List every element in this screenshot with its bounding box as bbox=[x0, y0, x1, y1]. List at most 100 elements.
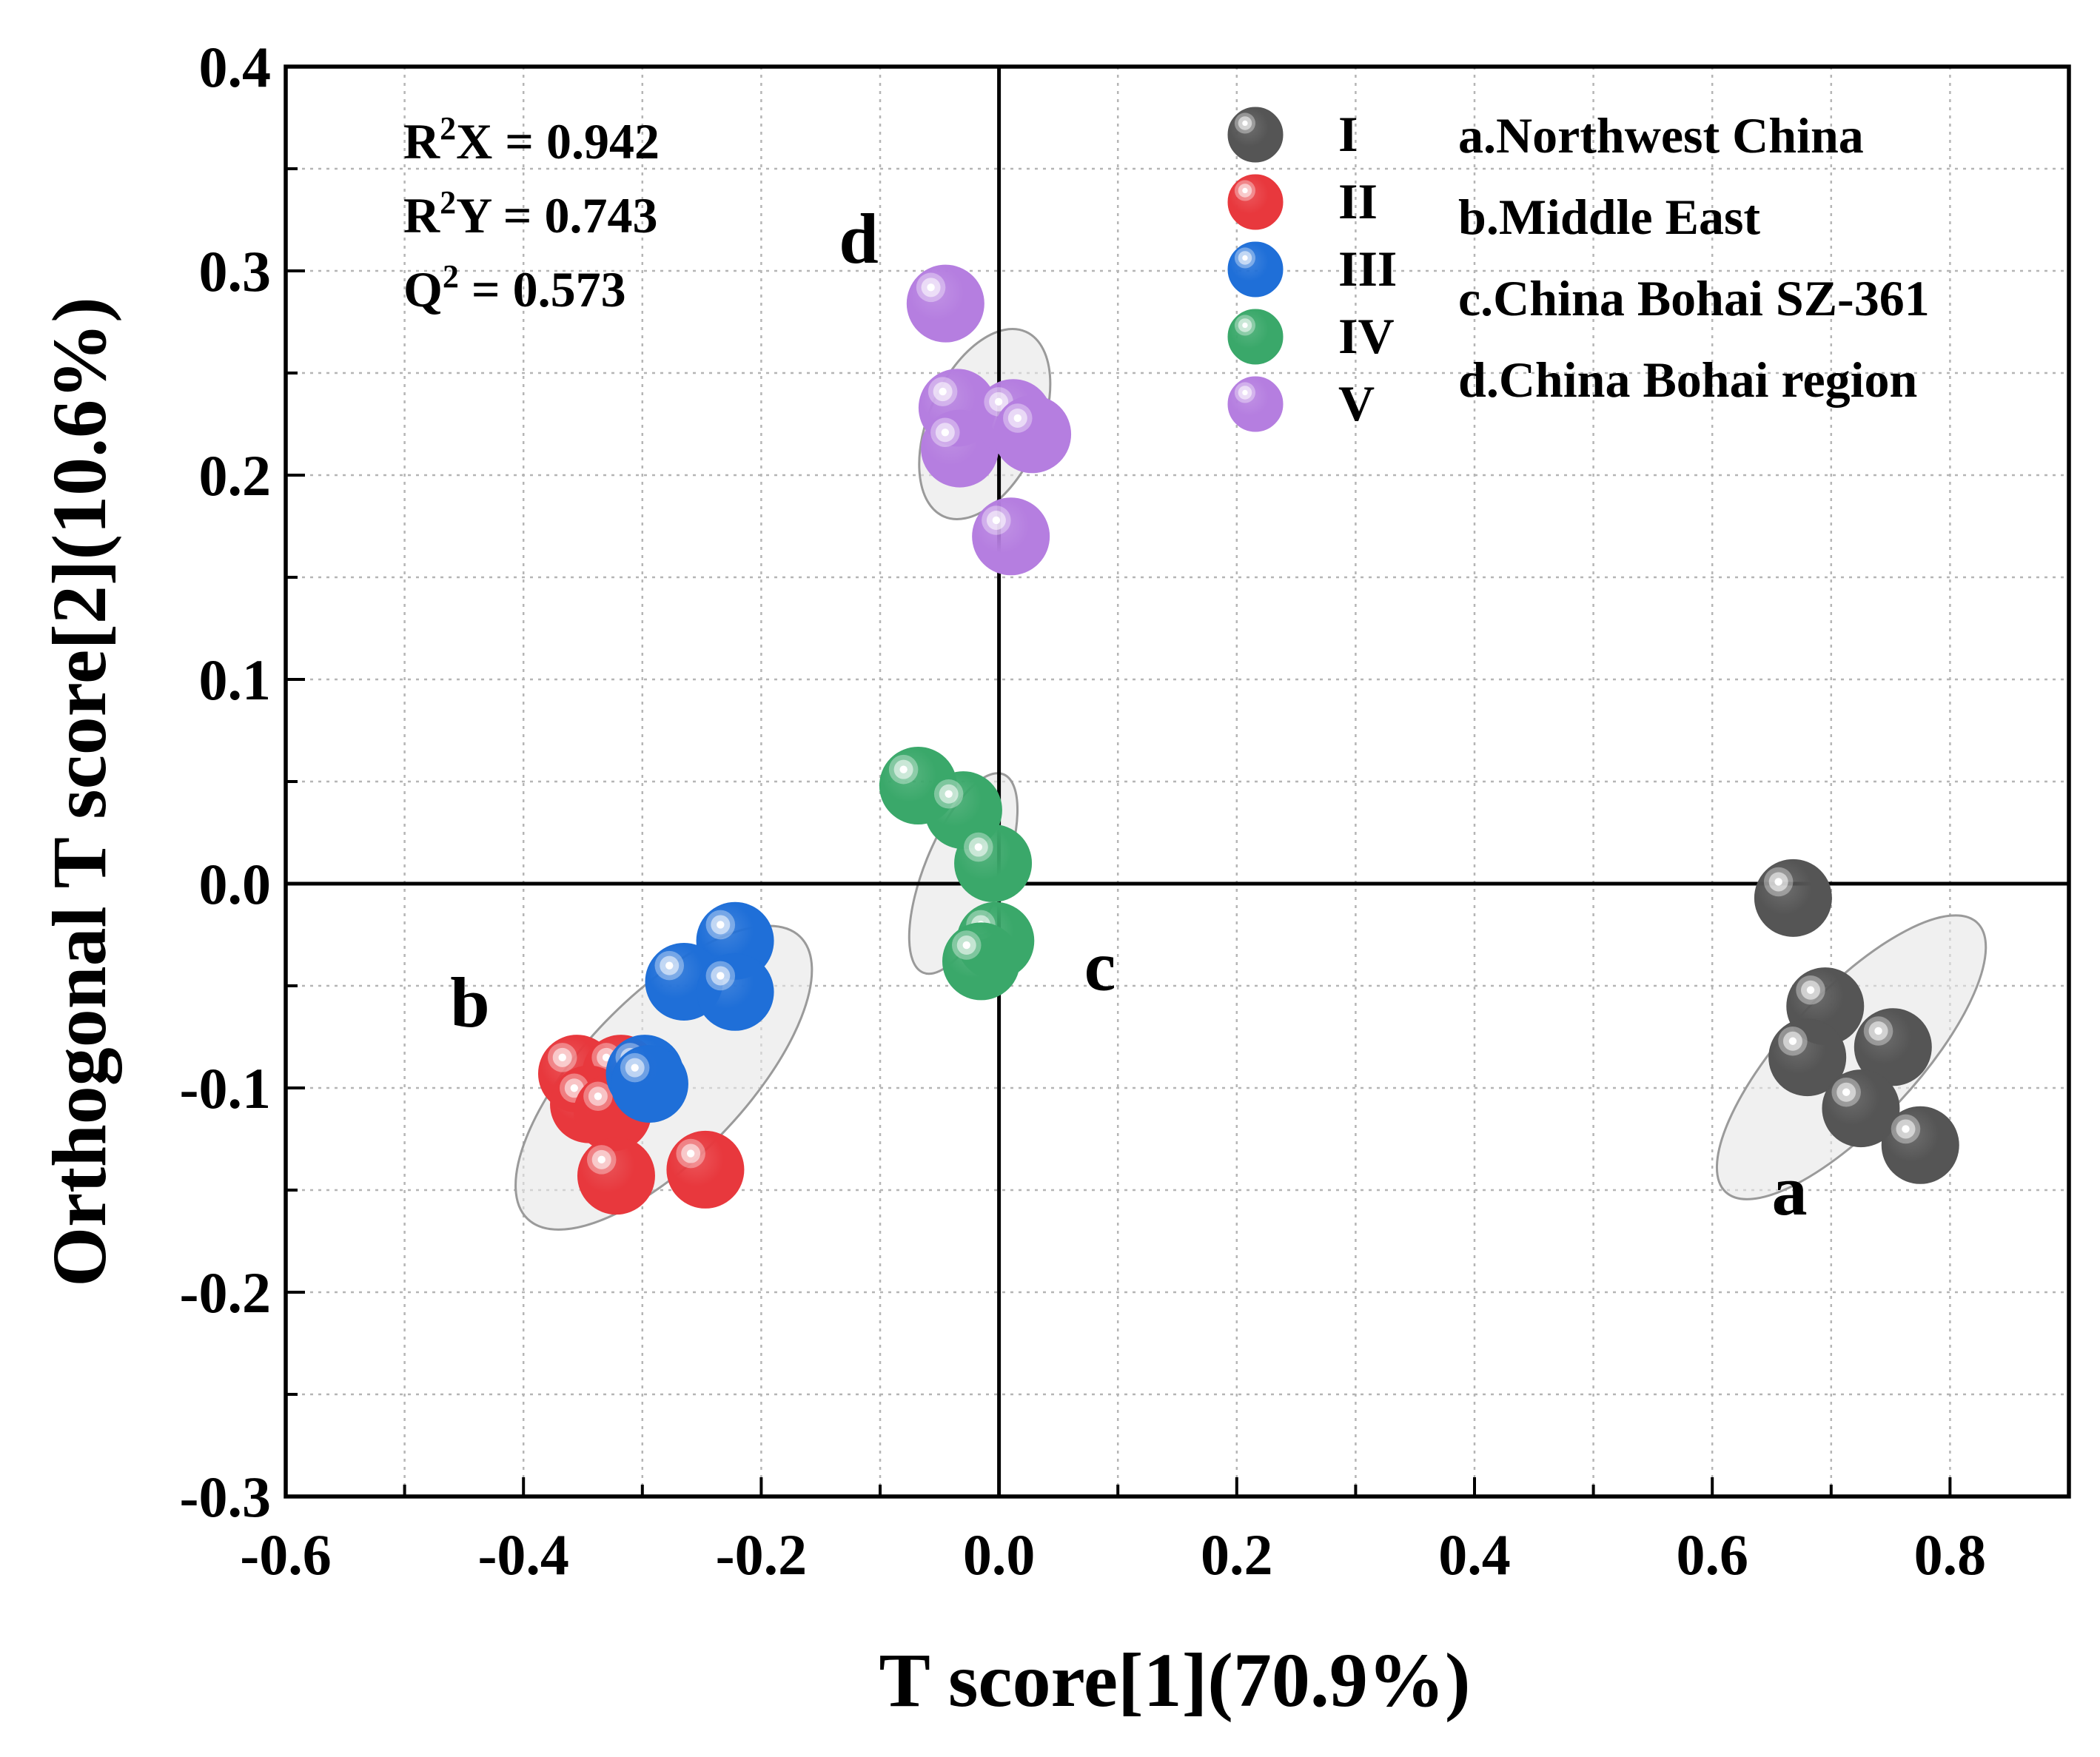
stat-value: X = 0.942 bbox=[456, 113, 660, 169]
sphere-body bbox=[1881, 1106, 1959, 1184]
legend-region-label: d.China Bohai region bbox=[1458, 352, 1917, 408]
plot-frame bbox=[284, 64, 2071, 1499]
sphere-body bbox=[942, 922, 1021, 1001]
sphere-dot bbox=[631, 1064, 639, 1072]
sphere-dot bbox=[992, 516, 1001, 525]
sphere-body bbox=[1754, 859, 1832, 937]
point-II-5 bbox=[666, 1130, 745, 1209]
sphere-dot bbox=[594, 1092, 603, 1101]
sphere-body bbox=[1227, 107, 1284, 163]
point-III-4 bbox=[610, 1044, 688, 1123]
point-I-0 bbox=[1754, 859, 1832, 937]
y-tick-label: -0.1 bbox=[180, 1056, 271, 1121]
legend-series-label: I bbox=[1338, 106, 1358, 162]
x-tick-label: 0.4 bbox=[1438, 1522, 1511, 1587]
group-label-d: d bbox=[839, 199, 878, 278]
sphere-body bbox=[577, 1137, 655, 1215]
y-axis-title: Orthogonal T score[2](10.6%) bbox=[37, 297, 122, 1286]
stat-line: R2Y = 0.743 bbox=[403, 184, 657, 243]
sphere-body bbox=[1227, 174, 1284, 230]
legend-series-label: II bbox=[1338, 173, 1378, 229]
x-tick-label: -0.4 bbox=[477, 1522, 568, 1587]
stat-prefix: R bbox=[403, 187, 440, 243]
sphere-dot bbox=[941, 429, 950, 437]
stat-value: Y = 0.743 bbox=[456, 187, 657, 243]
stat-line: Q2 = 0.573 bbox=[403, 258, 626, 318]
sphere-dot bbox=[1013, 414, 1022, 423]
sphere-dot bbox=[945, 790, 953, 799]
sphere-dot bbox=[994, 397, 1003, 406]
legend-region-label: a.Northwest China bbox=[1458, 107, 1864, 164]
data-points bbox=[537, 264, 1959, 1215]
group-label-a: a bbox=[1772, 1151, 1808, 1230]
point-II-4 bbox=[577, 1137, 655, 1215]
sphere-dot bbox=[1788, 1037, 1797, 1045]
group-ellipses bbox=[514, 328, 1987, 1231]
legend-marker-V bbox=[1227, 376, 1284, 432]
y-tick-label: -0.2 bbox=[180, 1260, 271, 1325]
ellipse-group-a bbox=[1715, 914, 1987, 1200]
legend-series-label: III bbox=[1338, 241, 1397, 297]
group-label-c: c bbox=[1084, 927, 1116, 1006]
sphere-dot bbox=[899, 765, 908, 773]
point-V-0 bbox=[906, 264, 984, 343]
sphere-dot bbox=[1242, 120, 1248, 127]
point-IV-4 bbox=[942, 922, 1021, 1001]
stat-prefix: Q bbox=[403, 261, 443, 318]
legend-marker-III bbox=[1227, 241, 1284, 298]
sphere-dot bbox=[1842, 1088, 1851, 1096]
x-tick-label: 0.6 bbox=[1676, 1522, 1748, 1587]
sphere-body bbox=[954, 824, 1033, 902]
y-tick-label: 0.4 bbox=[199, 35, 272, 99]
legend-marker-I bbox=[1227, 107, 1284, 163]
sphere-dot bbox=[927, 283, 935, 292]
stat-prefix: R bbox=[403, 113, 440, 169]
stat-superscript: 2 bbox=[440, 110, 456, 147]
legend-marker-II bbox=[1227, 174, 1284, 230]
sphere-dot bbox=[1874, 1027, 1882, 1035]
sphere-dot bbox=[717, 921, 725, 929]
sphere-body bbox=[1227, 376, 1284, 432]
sphere-dot bbox=[597, 1155, 605, 1164]
legend-series-label: V bbox=[1338, 375, 1375, 431]
sphere-dot bbox=[1242, 187, 1248, 194]
sphere-dot bbox=[570, 1084, 578, 1092]
chart-text: T score[1](70.9%) Orthogonal T score[2](… bbox=[37, 35, 1986, 1723]
sphere-dot bbox=[558, 1053, 566, 1062]
point-III-2 bbox=[696, 953, 774, 1031]
y-tick-label: 0.3 bbox=[199, 239, 272, 303]
y-tick-label: -0.3 bbox=[180, 1465, 271, 1529]
sphere-dot bbox=[717, 972, 725, 980]
stat-value: = 0.573 bbox=[459, 261, 626, 318]
sphere-dot bbox=[1242, 389, 1248, 396]
point-I-3 bbox=[1768, 1018, 1847, 1097]
legend-region-label: c.China Bohai SZ-361 bbox=[1458, 270, 1930, 326]
sphere-body bbox=[696, 953, 774, 1031]
sphere-dot bbox=[939, 387, 947, 396]
sphere-dot bbox=[1806, 986, 1815, 994]
stat-superscript: 2 bbox=[440, 184, 456, 221]
point-I-4 bbox=[1822, 1069, 1900, 1148]
sphere-dot bbox=[602, 1053, 611, 1062]
x-tick-label: 0.0 bbox=[963, 1522, 1036, 1587]
sphere-dot bbox=[1242, 322, 1248, 329]
sphere-dot bbox=[1242, 255, 1248, 261]
sphere-body bbox=[1227, 241, 1284, 298]
point-I-5 bbox=[1881, 1106, 1959, 1184]
point-I-2 bbox=[1854, 1008, 1932, 1086]
y-tick-label: 0.2 bbox=[199, 443, 272, 508]
y-tick-label: 0.0 bbox=[199, 852, 272, 916]
sphere-body bbox=[666, 1130, 745, 1209]
legend-series-label: IV bbox=[1338, 308, 1395, 364]
sphere-dot bbox=[665, 961, 674, 970]
sphere-body bbox=[610, 1044, 688, 1123]
stat-line: R2X = 0.942 bbox=[403, 110, 660, 169]
sphere-dot bbox=[962, 941, 970, 950]
x-tick-label: -0.6 bbox=[240, 1522, 331, 1587]
x-axis-title: T score[1](70.9%) bbox=[879, 1638, 1470, 1723]
sphere-body bbox=[993, 395, 1072, 474]
point-V-5 bbox=[972, 497, 1050, 576]
